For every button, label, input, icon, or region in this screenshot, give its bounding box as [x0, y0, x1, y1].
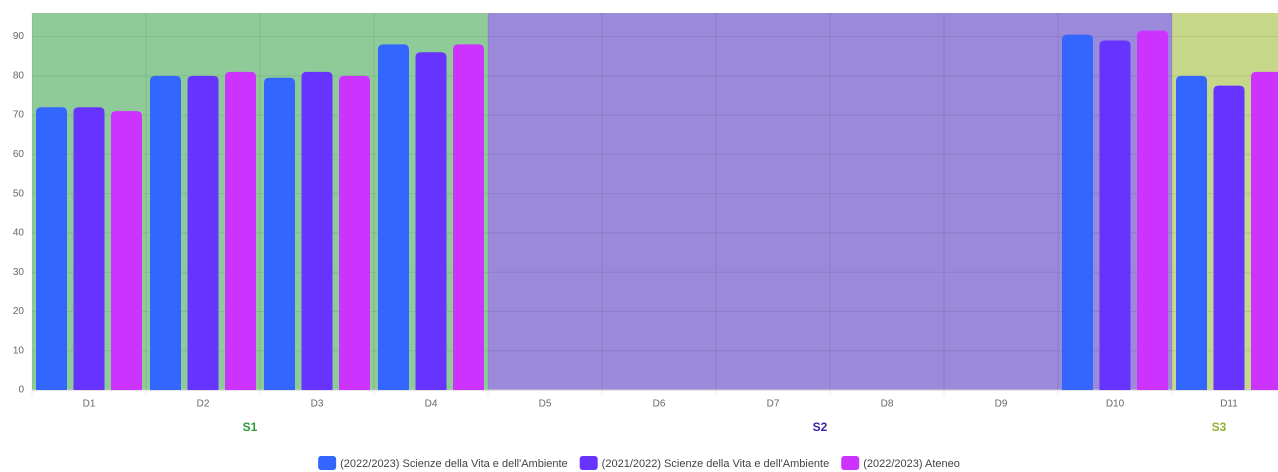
bar [225, 71, 256, 390]
group-background [32, 13, 488, 390]
y-tick-label: 70 [13, 110, 25, 121]
bar [378, 44, 409, 391]
bar [1137, 30, 1168, 390]
x-tick-label: D3 [311, 399, 324, 410]
y-tick-label: 30 [13, 267, 25, 278]
x-tick-label: D11 [1220, 399, 1238, 410]
legend-label: (2021/2022) Scienze della Vita e dell'Am… [602, 458, 830, 470]
y-tick-label: 60 [13, 149, 25, 160]
legend-label: (2022/2023) Scienze della Vita e dell'Am… [340, 458, 568, 470]
x-tick-label: D1 [83, 399, 96, 410]
x-tick-label: D4 [425, 399, 438, 410]
bar [301, 71, 333, 390]
bar [1251, 71, 1278, 390]
bar [1099, 40, 1131, 390]
group-label: S1 [243, 420, 258, 434]
bar [1062, 34, 1093, 390]
bar [339, 75, 370, 390]
x-tick-label: D6 [653, 399, 666, 410]
legend-label: (2022/2023) Ateneo [863, 458, 960, 470]
bar [36, 107, 67, 390]
group-label: S2 [813, 420, 828, 434]
legend-swatch [579, 456, 598, 470]
bar [264, 77, 295, 390]
bar [415, 52, 447, 390]
bar [453, 44, 484, 391]
y-tick-label: 20 [13, 306, 25, 317]
y-tick-label: 10 [13, 345, 25, 356]
bar [187, 75, 219, 390]
y-tick-label: 50 [13, 188, 25, 199]
group-label: S3 [1212, 420, 1227, 434]
y-tick-label: 40 [13, 228, 25, 239]
x-tick-label: D8 [881, 399, 894, 410]
bar [1213, 85, 1245, 391]
x-tick-label: D2 [197, 399, 210, 410]
legend: (2022/2023) Scienze della Vita e dell'Am… [318, 456, 960, 470]
bar [1176, 75, 1207, 390]
x-tick-label: D9 [995, 399, 1008, 410]
x-tick-label: D10 [1106, 399, 1125, 410]
x-tick-label: D7 [767, 399, 780, 410]
bar [150, 75, 181, 390]
group-background [488, 13, 1172, 390]
y-tick-label: 80 [13, 70, 25, 81]
y-tick-label: 0 [18, 385, 24, 396]
legend-swatch [318, 456, 337, 470]
x-tick-label: D5 [539, 399, 552, 410]
bar [73, 107, 105, 390]
legend-swatch [841, 456, 860, 470]
bar [111, 111, 142, 390]
y-tick-label: 90 [13, 31, 25, 42]
